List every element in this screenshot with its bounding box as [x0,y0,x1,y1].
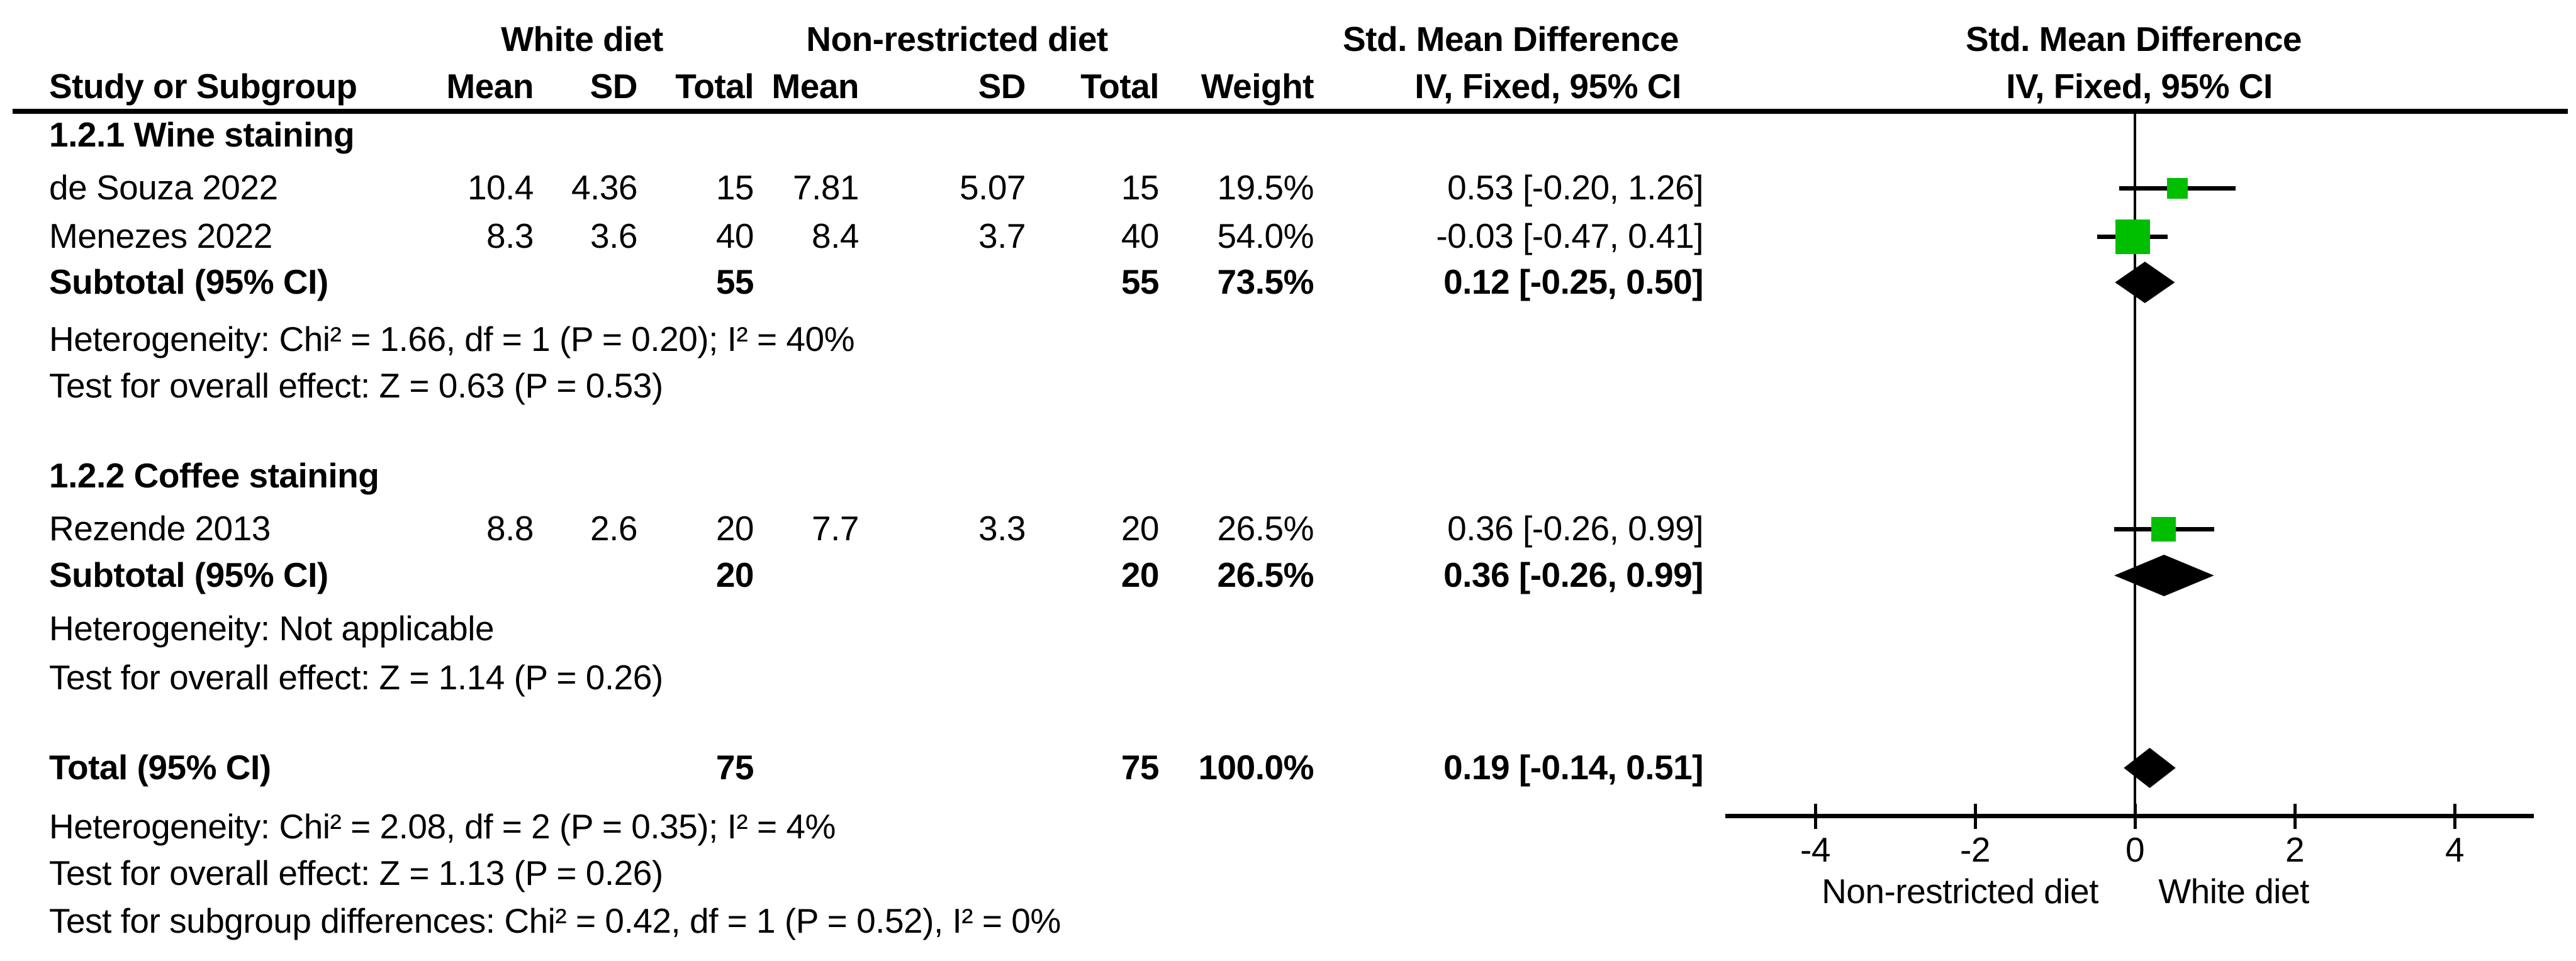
plot-header-effect: Std. Mean Difference [1965,19,2302,59]
cell-sd2: 3.7 [978,216,1026,256]
axis-tick-label: 2 [2285,830,2305,870]
cell-total1: 55 [715,262,754,302]
subtotal-label: Subtotal (95% CI) [49,262,328,302]
col-header-study: Study or Subgroup [49,67,357,106]
pooled-diamond [2124,748,2176,788]
axis-tick [1973,804,1977,829]
cell-sd1: 3.6 [590,216,637,256]
cell-total2: 15 [1121,168,1160,208]
study-name: Rezende 2013 [49,509,271,548]
cell-mean1: 8.3 [486,216,534,256]
x-axis-line [1725,814,2534,818]
cell-total1: 15 [715,168,754,208]
cell-mean2: 8.4 [812,216,859,256]
col-header-group2: Non-restricted diet [806,19,1108,59]
axis-tick [2293,804,2297,829]
axis-tick-label: 0 [2125,830,2145,870]
footnote-text: Heterogeneity: Chi² = 2.08, df = 2 (P = … [49,807,836,847]
heterogeneity-text: Heterogeneity: Chi² = 1.66, df = 1 (P = … [49,319,855,359]
cell-total1: 75 [715,748,754,787]
col-header-method: IV, Fixed, 95% CI [1414,67,1681,106]
study-name: de Souza 2022 [49,168,278,208]
col-header-total1: Total [675,67,754,106]
cell-sd1: 2.6 [590,509,637,548]
cell-mean1: 8.8 [486,509,534,548]
cell-total2: 55 [1121,262,1160,302]
section-label: 1.2.1 Wine staining [49,115,355,155]
footnote-text: Test for overall effect: Z = 1.13 (P = 0… [49,853,663,893]
cell-total1: 20 [715,509,754,548]
cell-weight: 54.0% [1217,216,1314,256]
cell-mean1: 10.4 [467,168,534,208]
cell-weight: 26.5% [1217,555,1314,595]
axis-tick-label: 4 [2444,830,2465,870]
cell-total2: 75 [1121,748,1160,787]
axis-tick-label: -2 [1960,830,1990,870]
study-name: Menezes 2022 [49,216,272,256]
favours-right-label: White diet [2158,872,2309,911]
section-label: 1.2.2 Coffee staining [49,456,379,496]
cell-weight: 100.0% [1198,748,1314,787]
ci-text-cell: 0.53 [-0.20, 1.26] [1447,168,1703,208]
footnote-text: Test for subgroup differences: Chi² = 0.… [49,901,1061,941]
plot-header-method: IV, Fixed, 95% CI [2006,67,2273,106]
cell-total1: 20 [715,555,754,595]
effect-square [2166,177,2188,199]
col-header-sd2: SD [978,67,1026,106]
axis-tick [1813,804,1817,829]
ci-text-cell: 0.36 [-0.26, 0.99] [1443,555,1703,595]
overall-effect-text: Test for overall effect: Z = 1.14 (P = 0… [49,658,663,697]
ci-text-cell: 0.36 [-0.26, 0.99] [1447,509,1703,548]
col-header-effect: Std. Mean Difference [1342,19,1679,59]
col-header-group1: White diet [501,19,663,59]
axis-tick [2133,804,2137,829]
subtotal-label: Subtotal (95% CI) [49,555,328,595]
cell-total2: 20 [1121,509,1160,548]
favours-left-label: Non-restricted diet [1822,872,2098,911]
cell-mean2: 7.81 [792,168,860,208]
col-header-sd1: SD [590,67,638,106]
col-header-weight: Weight [1201,67,1314,106]
cell-mean2: 7.7 [812,509,859,548]
cell-total2: 20 [1121,555,1160,595]
ci-text-cell: -0.03 [-0.47, 0.41] [1436,216,1703,256]
effect-square [2151,516,2176,542]
axis-tick [2453,804,2456,829]
cell-total2: 40 [1121,216,1160,256]
cell-total1: 40 [715,216,754,256]
cell-weight: 19.5% [1217,168,1314,208]
cell-sd2: 3.3 [978,509,1026,548]
col-header-mean1: Mean [446,67,534,106]
ci-text-cell: 0.12 [-0.25, 0.50] [1443,262,1703,302]
axis-tick-label: -4 [1800,830,1830,870]
effect-square [2115,219,2150,254]
cell-weight: 26.5% [1217,509,1314,548]
cell-sd1: 4.36 [571,168,638,208]
header-rule [13,109,2568,114]
col-header-mean2: Mean [771,67,859,106]
overall-effect-text: Test for overall effect: Z = 0.63 (P = 0… [49,366,663,406]
pooled-diamond [2114,555,2214,596]
cell-weight: 73.5% [1217,262,1314,302]
zero-line [2134,114,2136,816]
col-header-total2: Total [1080,67,1159,106]
pooled-diamond [2115,262,2175,303]
total-label: Total (95% CI) [49,748,271,787]
heterogeneity-text: Heterogeneity: Not applicable [49,609,495,648]
ci-text-cell: 0.19 [-0.14, 0.51] [1443,748,1703,787]
cell-sd2: 5.07 [959,168,1026,208]
